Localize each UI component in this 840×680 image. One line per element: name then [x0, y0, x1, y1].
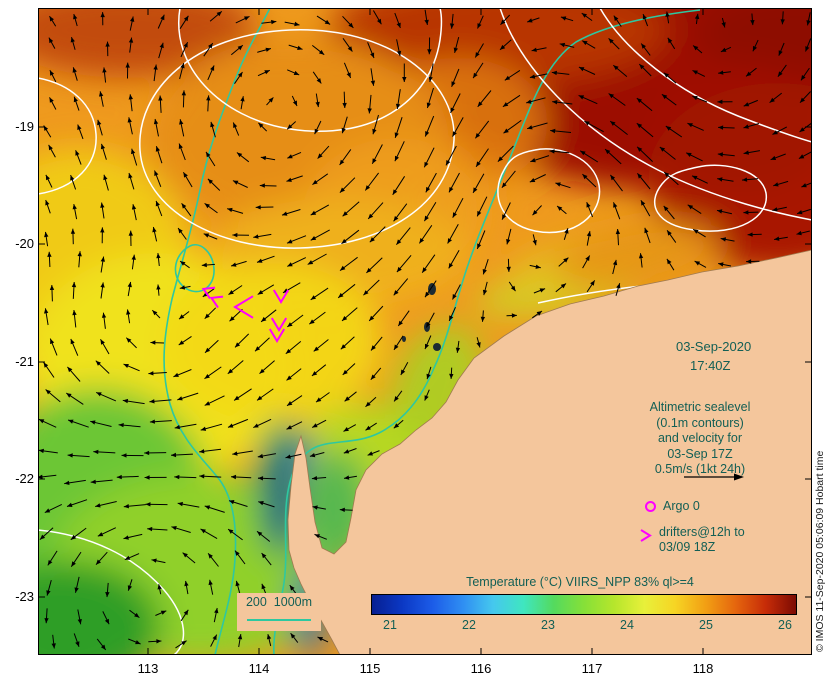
colorbar-tick-label: 26 [778, 618, 792, 632]
bathymetry-legend: 200 1000m [237, 593, 321, 631]
colorbar-tick-label: 21 [383, 618, 397, 632]
map-plot [38, 8, 812, 655]
colorbar-title: Temperature (°C) VIIRS_NPP 83% ql>=4 [466, 575, 694, 589]
y-tick-label: -19 [15, 119, 34, 134]
axis-ticks [38, 8, 812, 655]
x-tick-label: 118 [692, 661, 714, 676]
datetime-label: 03-Sep-2020 [676, 339, 752, 354]
sealevel-contours [38, 8, 812, 655]
land-australia [287, 249, 812, 655]
y-tick-label: -23 [15, 589, 34, 604]
drifter-marks [201, 286, 290, 343]
y-tick-label: -20 [15, 236, 34, 251]
colorbar-tick-label: 22 [462, 618, 476, 632]
bathymetry-legend-label: 200 1000m [245, 595, 313, 609]
x-tick-label: 117 [581, 661, 603, 676]
x-tick-label: 115 [359, 661, 381, 676]
bathymetry-legend-line [247, 619, 311, 621]
altimetric-legend: Altimetric sealevel (0.1m contours) and … [630, 400, 770, 478]
drifters-label-line1: drifters@12h to [659, 525, 745, 539]
altimetric-line-4: 03-Sep 17Z [667, 446, 733, 461]
y-tick-label: -22 [15, 471, 34, 486]
imos-credit: © IMOS 11-Sep-2020 05:06:09 Hobart time [814, 450, 826, 652]
velocity-scale-arrow-icon [684, 473, 744, 481]
altimetric-line-5: 0.5m/s (1kt 24h) [654, 462, 746, 476]
altimetric-line-2: (0.1m contours) [656, 415, 744, 430]
drifters-label-line2: 03/09 18Z [659, 540, 716, 554]
altimetric-line-1: Altimetric sealevel [649, 400, 751, 414]
colorbar-tick-label: 25 [699, 618, 713, 632]
colorbar-tick-label: 24 [620, 618, 634, 632]
x-tick-label: 116 [470, 661, 492, 676]
argo-marker-icon [645, 501, 656, 512]
velocity-arrows [38, 9, 812, 651]
y-tick-label: -21 [15, 354, 34, 369]
datetime-time-label: 17:40Z [690, 358, 731, 373]
argo-label: Argo 0 [663, 499, 700, 513]
x-tick-label: 114 [248, 661, 270, 676]
drifter-marker-icon [640, 529, 652, 542]
altimetric-line-3: and velocity for [657, 431, 743, 445]
plot-border [38, 8, 812, 655]
colorbar-tick-label: 23 [541, 618, 555, 632]
colorbar [371, 594, 797, 615]
x-tick-label: 113 [137, 661, 159, 676]
